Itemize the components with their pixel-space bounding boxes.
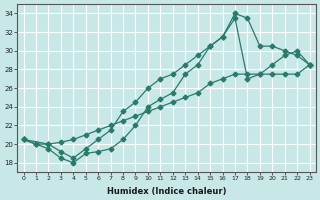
X-axis label: Humidex (Indice chaleur): Humidex (Indice chaleur) [107, 187, 226, 196]
